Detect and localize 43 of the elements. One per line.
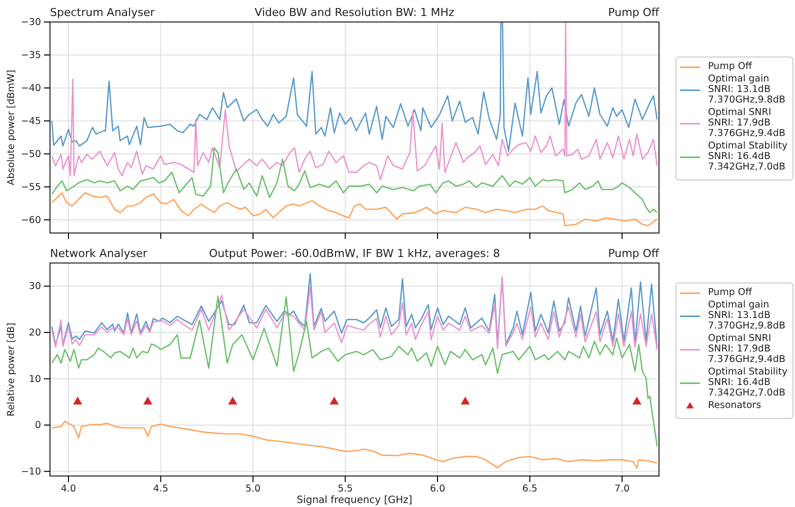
y-tick-label: −50 xyxy=(20,148,41,160)
x-axis-title: Signal frequency [GHz] xyxy=(296,495,412,506)
y-tick-label: 30 xyxy=(28,281,41,292)
line-series xyxy=(51,420,658,469)
legend-label: Optimal gain SNRI: 13.1dB 7.370GHz,9.8dB xyxy=(708,300,786,332)
legend-label: Optimal Stability SNRI: 16.4dB 7.342GHz,7.0dB xyxy=(708,366,788,398)
legend-label: Optimal Stability SNRI: 16.4dB 7.342GHz,7.0dB xyxy=(708,140,788,172)
x-tick-label: 5.5 xyxy=(338,484,353,495)
legend-label: Optimal SNRI SNRI: 17.9dB 7.376GHz,9.4dB xyxy=(708,107,786,139)
line-series xyxy=(51,192,658,226)
text: Pump Off xyxy=(608,247,660,260)
y-tick-label: 20 xyxy=(28,327,41,338)
line-series xyxy=(51,22,658,152)
y-tick-label: −35 xyxy=(20,50,41,62)
legend-label: Optimal SNRI SNRI: 17.9dB 7.376GHz,9.4dB xyxy=(708,333,786,365)
text: Network Analyser xyxy=(50,247,148,260)
line-series xyxy=(51,147,658,214)
y-axis-title: Absolute power [dBmW] xyxy=(6,70,17,186)
legend-label: Pump Off xyxy=(708,61,752,72)
y-tick-label: −40 xyxy=(20,82,41,94)
y-axis-title: Relative power [dB] xyxy=(6,322,17,416)
y-tick-label: −45 xyxy=(20,116,41,127)
line-series xyxy=(51,22,658,180)
chart-title: Output Power: -60.0dBmW, IF BW 1 kHz, averages: 8 xyxy=(208,247,500,260)
text: Pump Off xyxy=(608,6,660,19)
x-tick-label: 6.0 xyxy=(430,484,446,495)
x-tick-label: 4.0 xyxy=(60,484,76,495)
x-tick-label: 4.5 xyxy=(153,484,168,495)
x-tick-label: 6.5 xyxy=(522,484,538,495)
y-tick-label: −60 xyxy=(20,214,41,226)
y-tick-label: 10 xyxy=(28,374,41,385)
y-tick-label: −10 xyxy=(20,466,41,478)
text: Spectrum Analyser xyxy=(50,6,156,19)
chart-title: Video BW and Resolution BW: 1 MHz xyxy=(254,6,455,19)
x-tick-label: 5.0 xyxy=(245,484,261,495)
legend-label: Optimal gain SNRI: 13.1dB 7.370GHz,9.8dB xyxy=(708,74,786,106)
y-tick-label: −55 xyxy=(20,182,41,193)
y-tick-label: −30 xyxy=(20,17,41,28)
line-series xyxy=(51,296,658,448)
legend-label: Pump Off xyxy=(708,287,752,298)
y-tick-label: 0 xyxy=(34,420,41,432)
x-tick-label: 7.0 xyxy=(614,484,630,495)
legend-label: Resonators xyxy=(708,400,762,411)
